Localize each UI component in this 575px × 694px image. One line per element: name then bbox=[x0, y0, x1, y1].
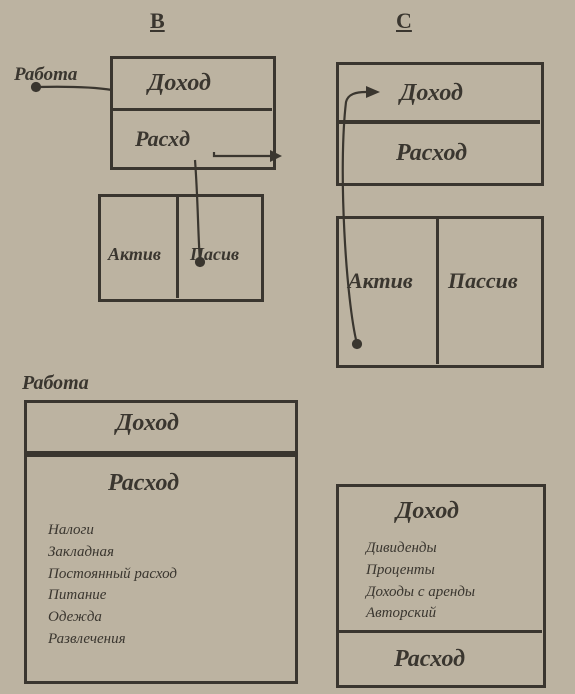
label-b-pasiv: Пасив bbox=[190, 244, 239, 265]
label-rabota-b: Работа bbox=[14, 64, 77, 86]
column-header-c: С bbox=[396, 8, 412, 34]
divider-c-al bbox=[436, 216, 439, 364]
label-bl-income: Доход bbox=[116, 410, 179, 437]
column-header-b: В bbox=[150, 8, 165, 34]
label-c-aktiv: Актив bbox=[348, 268, 413, 294]
label-c-passiv: Пассив bbox=[448, 268, 518, 294]
list-item: Налоги bbox=[48, 520, 278, 542]
divider-c-ie bbox=[336, 120, 540, 124]
list-item: Доходы с аренды bbox=[366, 582, 536, 604]
list-item: Авторский bbox=[366, 603, 536, 625]
label-b-income: Доход bbox=[148, 70, 211, 97]
list-bl-items: Налоги Закладная Постоянный расход Питан… bbox=[48, 520, 278, 651]
divider-br bbox=[336, 630, 542, 633]
list-item: Дивиденды bbox=[366, 538, 536, 560]
list-item: Проценты bbox=[366, 560, 536, 582]
label-br-income: Доход bbox=[396, 498, 459, 525]
label-c-expense: Расход bbox=[396, 140, 467, 167]
label-br-expense: Расход bbox=[394, 646, 465, 673]
list-item: Закладная bbox=[48, 542, 278, 564]
divider-b-al bbox=[176, 194, 179, 298]
label-c-income: Доход bbox=[400, 80, 463, 107]
divider-b-ie bbox=[110, 108, 272, 111]
list-item: Развлечения bbox=[48, 629, 278, 651]
label-b-expense: Расхд bbox=[135, 126, 190, 152]
label-bl-expense: Расход bbox=[108, 470, 179, 497]
list-item: Постоянный расход bbox=[48, 564, 278, 586]
list-item: Одежда bbox=[48, 607, 278, 629]
label-b-aktiv: Актив bbox=[108, 244, 161, 265]
list-br-items: Дивиденды Проценты Доходы с аренды Автор… bbox=[366, 538, 536, 625]
label-bl-title: Работа bbox=[22, 372, 89, 395]
list-item: Питание bbox=[48, 585, 278, 607]
